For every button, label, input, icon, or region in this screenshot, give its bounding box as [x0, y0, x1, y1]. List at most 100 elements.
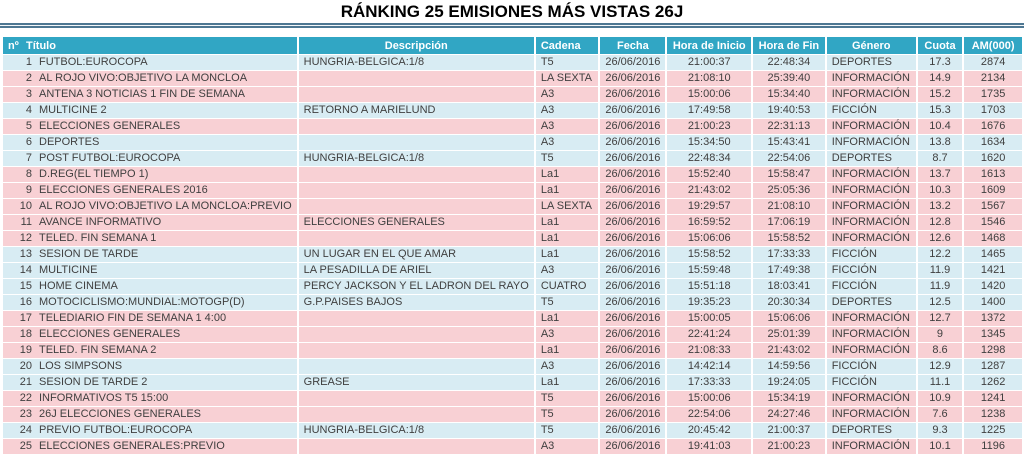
cell-am000: 1609 [964, 183, 1022, 198]
cell-cuota: 10.9 [917, 391, 963, 406]
cell-cadena: LA SEXTA [535, 199, 599, 214]
cell-hora-inicio: 15:52:40 [667, 167, 752, 182]
cell-descripcion: PERCY JACKSON Y EL LADRON DEL RAYO [298, 279, 534, 294]
cell-num: 22 [19, 392, 32, 404]
cell-titulo: PREVIO FUTBOL:EUROCOPA [39, 424, 193, 436]
cell-num-titulo: 17 TELEDIARIO FIN DE SEMANA 1 4:00 [3, 311, 297, 326]
cell-cadena: La1 [535, 167, 599, 182]
cell-cadena: La1 [535, 375, 599, 390]
cell-cuota: 13.2 [917, 199, 963, 214]
cell-cadena: La1 [535, 183, 599, 198]
cell-cuota: 12.5 [917, 295, 963, 310]
cell-am000: 1420 [964, 279, 1022, 294]
cell-num: 1 [25, 56, 32, 68]
table-row: 13 SESION DE TARDE UN LUGAR EN EL QUE AMAR… [3, 247, 1022, 262]
cell-num-titulo: 10 AL ROJO VIVO:OBJETIVO LA MONCLOA:PREVI… [3, 199, 297, 214]
cell-genero: DEPORTES [826, 55, 916, 70]
cell-genero: FICCIÓN [826, 359, 916, 374]
cell-descripcion: GREASE [298, 375, 534, 390]
cell-hora-fin: 22:54:06 [753, 151, 825, 166]
cell-descripcion [298, 327, 534, 342]
cell-num-titulo: 25 ELECCIONES GENERALES:PREVIO [3, 439, 297, 454]
cell-am000: 1468 [964, 231, 1022, 246]
cell-titulo: ELECCIONES GENERALES 2016 [39, 184, 208, 196]
cell-cadena: A3 [535, 439, 599, 454]
cell-num: 3 [25, 88, 32, 100]
cell-num: 5 [25, 120, 32, 132]
cell-num: 11 [20, 216, 32, 228]
cell-titulo: MULTICINE 2 [39, 104, 107, 116]
table-row: 14 MULTICINE LA PESADILLA DE ARIEL A3 26/06/… [3, 263, 1022, 278]
table-row: 15 HOME CINEMA PERCY JACKSON Y EL LADRON D… [3, 279, 1022, 294]
cell-num-titulo: 23 26J ELECCIONES GENERALES [3, 407, 297, 422]
table-row: 25 ELECCIONES GENERALES:PREVIO A3 26/06/201… [3, 439, 1022, 454]
table-header-row: nº Título Descripción Cadena Fecha Hora de In… [3, 37, 1022, 54]
cell-num: 4 [25, 104, 32, 116]
cell-genero: INFORMACIÓN [826, 87, 916, 102]
cell-hora-inicio: 21:08:33 [667, 343, 752, 358]
cell-am000: 2134 [964, 71, 1022, 86]
header-titulo-label: Título [26, 39, 56, 52]
cell-titulo: AVANCE INFORMATIVO [39, 216, 162, 228]
cell-am000: 1345 [964, 327, 1022, 342]
table-row: 12 TELED. FIN SEMANA 1 La1 26/06/2016 15:06:… [3, 231, 1022, 246]
cell-num: 19 [19, 344, 32, 356]
cell-cadena: CUATRO [535, 279, 599, 294]
cell-am000: 1421 [964, 263, 1022, 278]
cell-fecha: 26/06/2016 [600, 407, 666, 422]
cell-fecha: 26/06/2016 [600, 167, 666, 182]
cell-fecha: 26/06/2016 [600, 199, 666, 214]
cell-cuota: 11.9 [917, 263, 963, 278]
cell-genero: INFORMACIÓN [826, 407, 916, 422]
cell-num-titulo: 9 ELECCIONES GENERALES 2016 [3, 183, 297, 198]
cell-cuota: 13.7 [917, 167, 963, 182]
cell-num-titulo: 7 POST FUTBOL:EUROCOPA [3, 151, 297, 166]
cell-fecha: 26/06/2016 [600, 439, 666, 454]
cell-num-titulo: 19 TELED. FIN SEMANA 2 [3, 343, 297, 358]
cell-genero: FICCIÓN [826, 103, 916, 118]
cell-hora-fin: 18:03:41 [753, 279, 825, 294]
cell-am000: 1298 [964, 343, 1022, 358]
cell-genero: FICCIÓN [826, 375, 916, 390]
cell-am000: 1465 [964, 247, 1022, 262]
cell-num: 13 [19, 248, 32, 260]
cell-num: 17 [19, 312, 32, 324]
cell-am000: 1620 [964, 151, 1022, 166]
cell-num-titulo: 11 AVANCE INFORMATIVO [3, 215, 297, 230]
cell-num-titulo: 20 LOS SIMPSONS [3, 359, 297, 374]
cell-descripcion [298, 343, 534, 358]
cell-am000: 1546 [964, 215, 1022, 230]
cell-hora-inicio: 15:58:52 [667, 247, 752, 262]
cell-num: 25 [19, 440, 32, 452]
cell-titulo: TELEDIARIO FIN DE SEMANA 1 4:00 [39, 312, 227, 324]
cell-titulo: ELECCIONES GENERALES [39, 120, 181, 132]
cell-num-titulo: 3 ANTENA 3 NOTICIAS 1 FIN DE SEMANA [3, 87, 297, 102]
cell-cadena: La1 [535, 215, 599, 230]
cell-num-titulo: 5 ELECCIONES GENERALES [3, 119, 297, 134]
table-row: 7 POST FUTBOL:EUROCOPA HUNGRIA-BELGICA:1/8… [3, 151, 1022, 166]
cell-genero: INFORMACIÓN [826, 119, 916, 134]
cell-cadena: T5 [535, 391, 599, 406]
header-cell-descripcion: Descripción [298, 37, 534, 54]
cell-num-titulo: 21 SESION DE TARDE 2 [3, 375, 297, 390]
cell-titulo: ELECCIONES GENERALES [39, 328, 181, 340]
cell-fecha: 26/06/2016 [600, 103, 666, 118]
cell-genero: INFORMACIÓN [826, 311, 916, 326]
cell-am000: 1241 [964, 391, 1022, 406]
cell-hora-fin: 15:34:40 [753, 87, 825, 102]
cell-fecha: 26/06/2016 [600, 231, 666, 246]
cell-fecha: 26/06/2016 [600, 71, 666, 86]
header-cell-hora-inicio: Hora de Inicio [667, 37, 752, 54]
cell-hora-inicio: 15:00:06 [667, 391, 752, 406]
cell-descripcion [298, 231, 534, 246]
cell-cuota: 13.8 [917, 135, 963, 150]
cell-fecha: 26/06/2016 [600, 375, 666, 390]
cell-hora-fin: 24:27:46 [753, 407, 825, 422]
cell-hora-fin: 21:43:02 [753, 343, 825, 358]
table-row: 10 AL ROJO VIVO:OBJETIVO LA MONCLOA:PREVI… [3, 199, 1022, 214]
cell-cuota: 12.9 [917, 359, 963, 374]
cell-am000: 1400 [964, 295, 1022, 310]
cell-hora-inicio: 21:08:10 [667, 71, 752, 86]
cell-genero: DEPORTES [826, 151, 916, 166]
cell-num: 12 [19, 232, 32, 244]
